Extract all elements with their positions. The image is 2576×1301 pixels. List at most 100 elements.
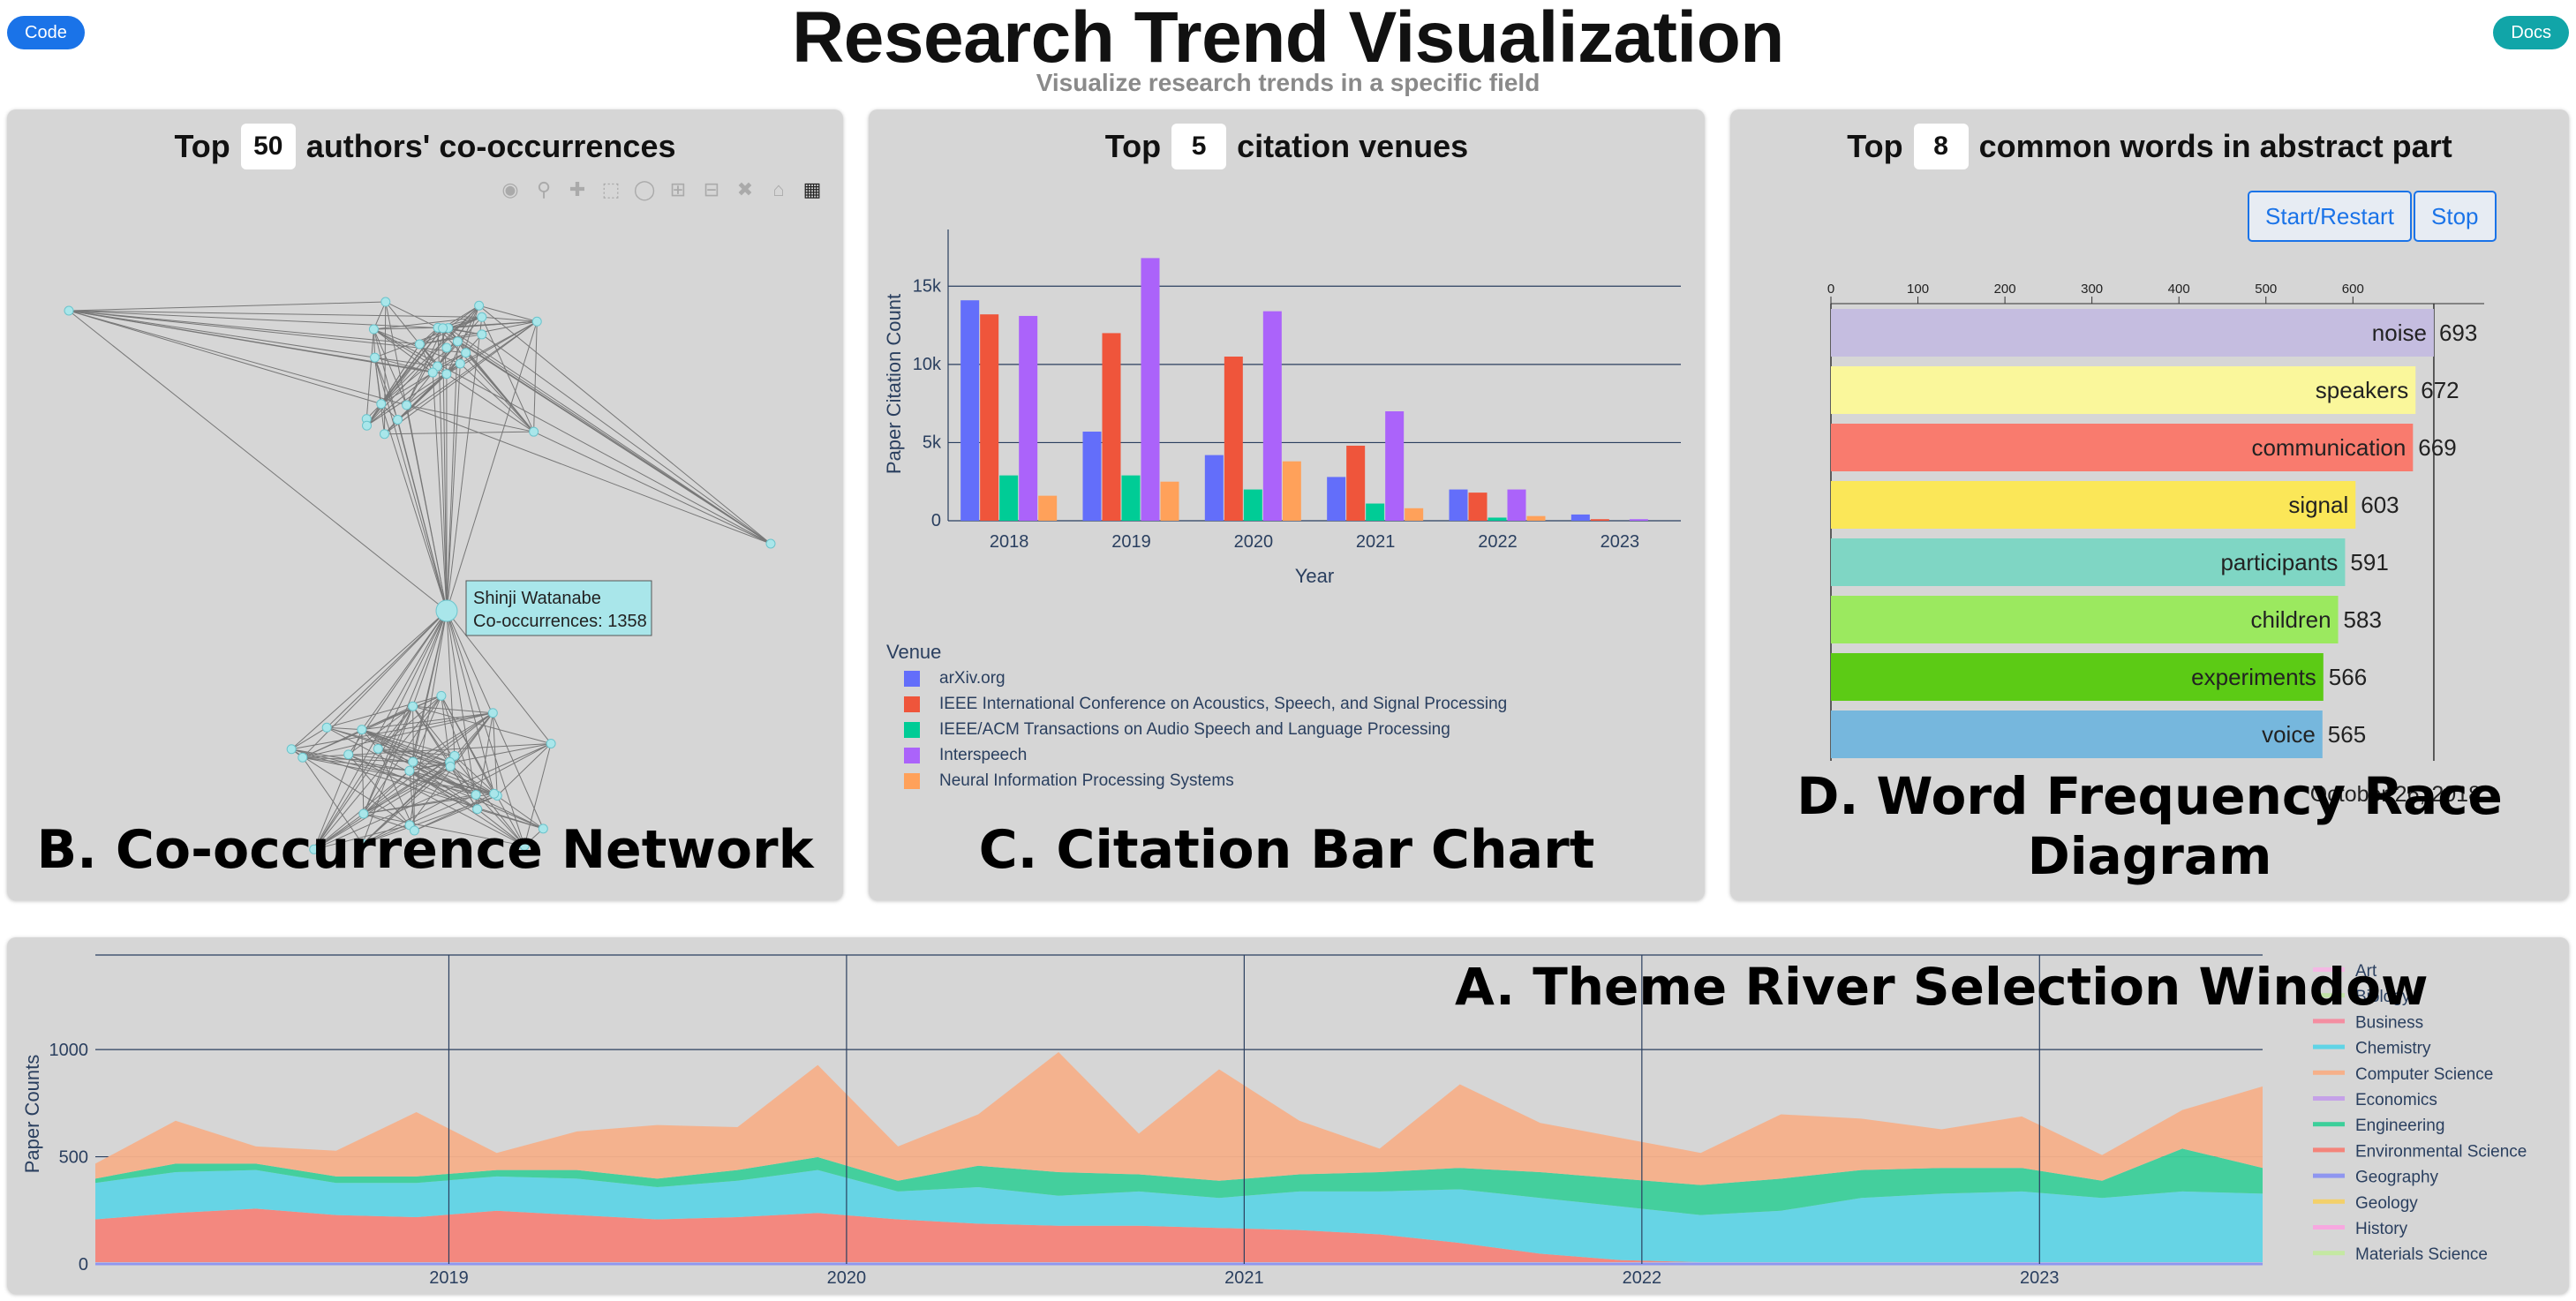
legend-item[interactable]: Geology: [2355, 1194, 2418, 1213]
network-node[interactable]: [441, 369, 452, 380]
bar-neural-information-processing-systems[interactable]: [1526, 515, 1546, 521]
bar-ieee-acm-transactions-on-audio-speech-and-language-processing[interactable]: [1121, 475, 1141, 521]
network-node[interactable]: [472, 804, 483, 815]
race-bar-voice[interactable]: [1831, 711, 2323, 758]
network-node[interactable]: [461, 348, 471, 358]
bar-ieee-acm-transactions-on-audio-speech-and-language-processing[interactable]: [1366, 503, 1385, 521]
network-node[interactable]: [362, 420, 373, 431]
river-layer-engineering[interactable]: [95, 1148, 2263, 1215]
network-node[interactable]: [343, 749, 354, 760]
legend-item[interactable]: arXiv.org: [939, 669, 1006, 688]
network-node[interactable]: [414, 339, 425, 350]
network-node[interactable]: [321, 722, 332, 733]
network-node[interactable]: [393, 414, 403, 425]
legend-item[interactable]: Geography: [2355, 1169, 2439, 1187]
bar-neural-information-processing-systems[interactable]: [1038, 495, 1058, 521]
race-bar-noise[interactable]: [1831, 309, 2434, 357]
network-node[interactable]: [402, 400, 412, 410]
bar-ieee-international-conference-on-acoustics-speech-and-signal-processing[interactable]: [1346, 445, 1366, 521]
bar-ieee-international-conference-on-acoustics-speech-and-signal-processing[interactable]: [1590, 519, 1609, 521]
network-node[interactable]: [376, 399, 387, 410]
citation-bar-chart[interactable]: 0 5k 10k 15k 2018 2019 2020 2021 2022 2023 Year Pap…: [869, 198, 1705, 798]
network-node[interactable]: [286, 744, 297, 755]
bar-ieee-international-conference-on-acoustics-speech-and-signal-processing[interactable]: [980, 314, 999, 521]
legend-item[interactable]: Neural Information Processing Systems: [939, 771, 1234, 790]
race-bar-children[interactable]: [1831, 596, 2339, 643]
legend-item[interactable]: IEEE International Conference on Acousti…: [939, 695, 1507, 713]
network-graph[interactable]: Shinji Watanabe Co-occurrences: 1358: [7, 198, 843, 886]
legend-item[interactable]: History: [2355, 1220, 2408, 1238]
network-node[interactable]: [309, 844, 320, 854]
bar-interspeech[interactable]: [1141, 258, 1160, 521]
code-button[interactable]: Code: [7, 16, 85, 49]
zoom-icon[interactable]: ⚲: [536, 178, 552, 200]
top-words-input[interactable]: 8: [1913, 124, 1969, 169]
network-node[interactable]: [477, 329, 487, 340]
legend-item[interactable]: Computer Science: [2355, 1065, 2493, 1084]
lasso-icon[interactable]: ◯: [633, 178, 656, 200]
network-node[interactable]: [438, 323, 448, 334]
legend-item[interactable]: Materials Science: [2355, 1245, 2488, 1264]
bar-arxiv-org[interactable]: [960, 300, 980, 521]
bar-ieee-acm-transactions-on-audio-speech-and-language-processing[interactable]: [1243, 489, 1262, 521]
race-bar-participants[interactable]: [1831, 538, 2346, 586]
network-node[interactable]: [408, 701, 418, 711]
bar-arxiv-org[interactable]: [1204, 455, 1224, 521]
bar-interspeech[interactable]: [1629, 519, 1648, 521]
plotly-logo-icon[interactable]: ▦: [802, 178, 822, 200]
network-node[interactable]: [380, 297, 391, 307]
network-node[interactable]: [357, 725, 367, 735]
network-node[interactable]: [408, 756, 418, 767]
race-bar-experiments[interactable]: [1831, 653, 2324, 701]
bar-interspeech[interactable]: [1019, 315, 1038, 521]
theme-river-chart[interactable]: 0 500 1000 2019 2020 2021 2022 2023 Paper Counts…: [7, 937, 2569, 1294]
bar-ieee-international-conference-on-acoustics-speech-and-signal-processing[interactable]: [1102, 333, 1121, 521]
river-layer-environmental-science[interactable]: [95, 1208, 2263, 1263]
camera-icon[interactable]: ◉: [501, 178, 519, 200]
network-node[interactable]: [538, 823, 548, 834]
bar-ieee-international-conference-on-acoustics-speech-and-signal-processing[interactable]: [1468, 493, 1488, 521]
race-bar-signal[interactable]: [1831, 481, 2356, 529]
bar-neural-information-processing-systems[interactable]: [1405, 508, 1424, 521]
network-node[interactable]: [529, 426, 539, 437]
bar-interspeech[interactable]: [1262, 311, 1282, 521]
reset-axes-icon[interactable]: ⌂: [772, 178, 785, 200]
zoom-out-icon[interactable]: ⊟: [703, 178, 720, 200]
bar-ieee-acm-transactions-on-audio-speech-and-language-processing[interactable]: [999, 475, 1019, 521]
network-node[interactable]: [471, 789, 481, 800]
legend-item[interactable]: Biology: [2355, 988, 2411, 1006]
network-node[interactable]: [519, 840, 530, 851]
network-node-hub[interactable]: [435, 599, 458, 622]
autoscale-icon[interactable]: ✖: [736, 178, 754, 200]
network-node[interactable]: [409, 825, 419, 836]
bar-arxiv-org[interactable]: [1327, 477, 1346, 521]
river-layer-computer-science[interactable]: [95, 1052, 2263, 1185]
top-venues-input[interactable]: 5: [1171, 124, 1227, 169]
legend-item[interactable]: Art: [2355, 962, 2377, 981]
stop-button[interactable]: Stop: [2414, 191, 2497, 242]
network-node[interactable]: [373, 743, 383, 754]
top-authors-input[interactable]: 50: [240, 124, 296, 169]
network-node[interactable]: [368, 324, 379, 335]
network-node[interactable]: [455, 358, 465, 369]
network-node[interactable]: [404, 765, 415, 776]
box-select-icon[interactable]: ⬚: [601, 178, 621, 200]
network-node[interactable]: [441, 342, 452, 353]
network-node[interactable]: [427, 367, 438, 378]
network-node[interactable]: [370, 352, 380, 363]
bar-arxiv-org[interactable]: [1082, 432, 1102, 521]
river-layer-chemistry[interactable]: [95, 1169, 2263, 1263]
bar-interspeech[interactable]: [1385, 411, 1405, 521]
word-race-chart[interactable]: 0 100 200 300 400 500 600 noise 693 speakers 672 co…: [1730, 277, 2569, 807]
bar-arxiv-org[interactable]: [1570, 514, 1590, 521]
network-node[interactable]: [477, 312, 487, 322]
bar-ieee-acm-transactions-on-audio-speech-and-language-processing[interactable]: [1488, 517, 1507, 521]
network-node[interactable]: [358, 839, 368, 849]
network-node[interactable]: [531, 316, 542, 327]
legend-item[interactable]: Environmental Science: [2355, 1142, 2527, 1161]
zoom-in-icon[interactable]: ⊞: [669, 178, 687, 200]
network-node[interactable]: [487, 708, 498, 718]
network-node[interactable]: [474, 300, 485, 311]
network-node[interactable]: [489, 788, 500, 799]
race-bar-speakers[interactable]: [1831, 366, 2416, 414]
